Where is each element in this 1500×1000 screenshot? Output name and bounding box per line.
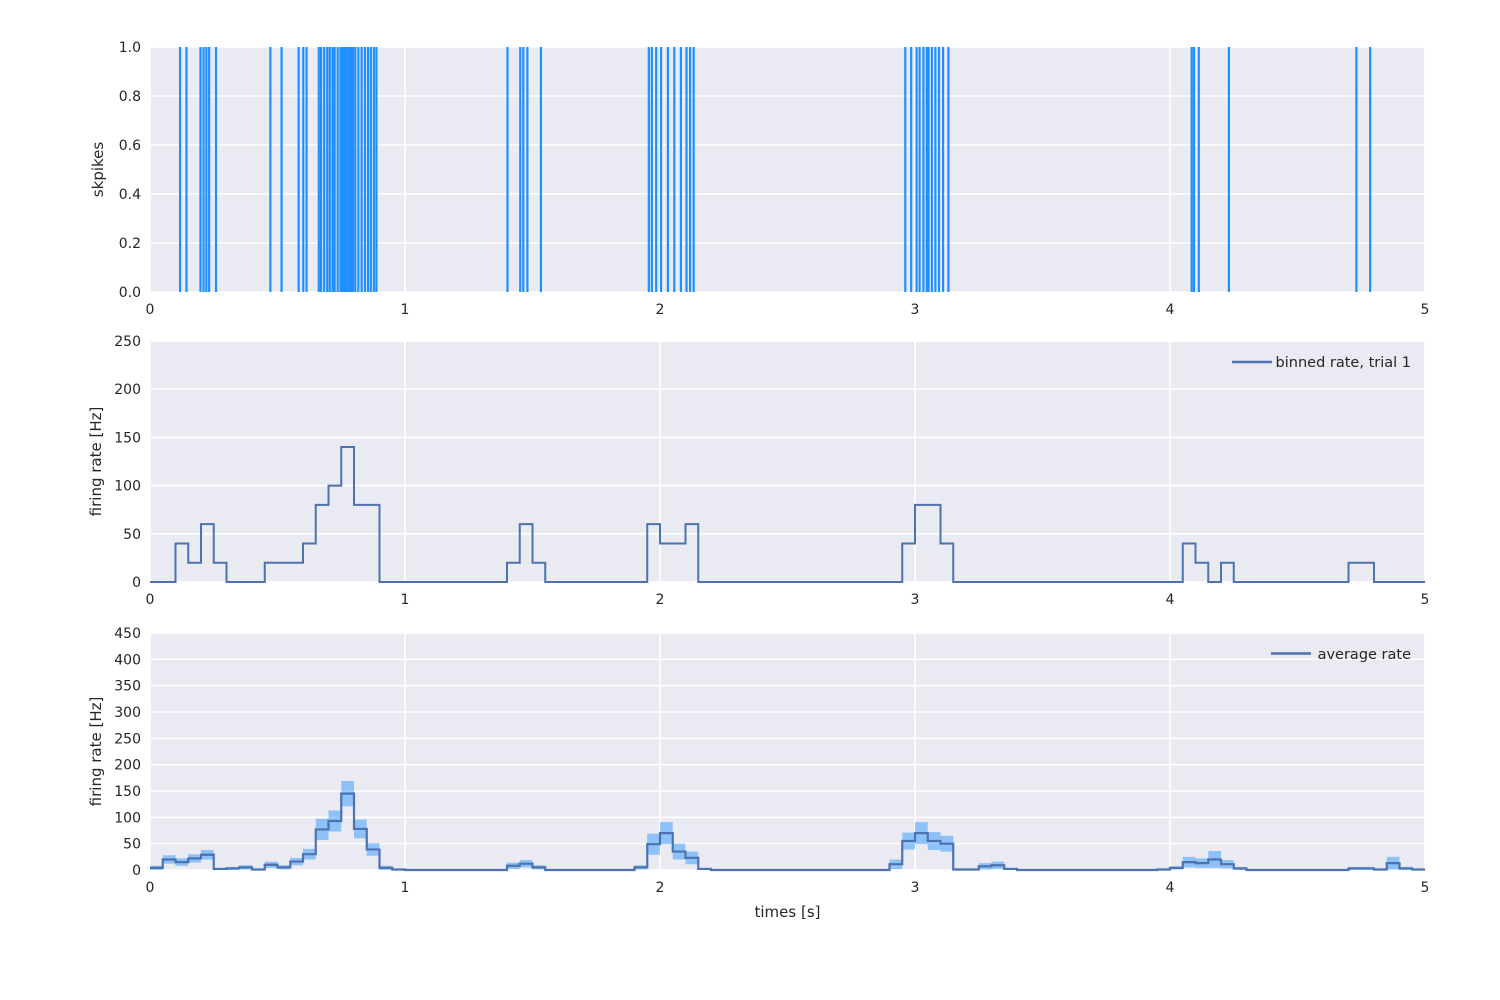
x-tick-label: 2 bbox=[656, 592, 665, 608]
y-tick-label: 100 bbox=[114, 810, 141, 826]
plot-area bbox=[150, 633, 1425, 870]
y-tick-label: 0 bbox=[132, 863, 141, 879]
x-axis-label: times [s] bbox=[755, 903, 821, 921]
x-tick-label: 3 bbox=[911, 302, 920, 318]
y-tick-label: 0.6 bbox=[119, 138, 141, 154]
x-tick-label: 1 bbox=[401, 302, 410, 318]
x-tick-label: 4 bbox=[1166, 302, 1175, 318]
legend-label: average rate bbox=[1318, 647, 1412, 663]
legend: average rate bbox=[1271, 647, 1411, 663]
legend: binned rate, trial 1 bbox=[1232, 355, 1411, 371]
y-tick-label: 300 bbox=[114, 705, 141, 721]
y-tick-label: 50 bbox=[123, 837, 141, 853]
x-tick-label: 0 bbox=[146, 592, 155, 608]
x-tick-label: 5 bbox=[1421, 302, 1430, 318]
legend-label: binned rate, trial 1 bbox=[1276, 355, 1411, 371]
x-tick-label: 0 bbox=[146, 302, 155, 318]
plot-area bbox=[150, 341, 1425, 582]
y-tick-label: 100 bbox=[114, 479, 141, 495]
x-tick-label: 5 bbox=[1421, 880, 1430, 896]
y-tick-label: 0.0 bbox=[119, 285, 141, 301]
x-tick-label: 3 bbox=[911, 592, 920, 608]
x-tick-label: 3 bbox=[911, 880, 920, 896]
y-tick-label: 0 bbox=[132, 575, 141, 591]
subplot-2: 0 1 2 3 4 5050100150200250300350400450firing … bbox=[87, 626, 1429, 921]
y-tick-label: 0.8 bbox=[119, 89, 141, 105]
y-tick-label: 150 bbox=[114, 784, 141, 800]
y-tick-label: 250 bbox=[114, 731, 141, 747]
x-tick-label: 4 bbox=[1166, 880, 1175, 896]
y-tick-label: 150 bbox=[114, 430, 141, 446]
y-axis-label: firing rate [Hz] bbox=[87, 697, 105, 807]
x-tick-label: 0 bbox=[146, 880, 155, 896]
subplot-0: 0 1 2 3 4 5 0.0 0.2 0.4 0.6 0.8 1.0 skpikes bbox=[89, 40, 1429, 318]
y-tick-label: 350 bbox=[114, 679, 141, 695]
x-tick-label: 4 bbox=[1166, 592, 1175, 608]
y-tick-label: 250 bbox=[114, 334, 141, 350]
x-tick-label: 2 bbox=[656, 302, 665, 318]
average-rate-line bbox=[150, 792, 1425, 872]
y-tick-label: 200 bbox=[114, 382, 141, 398]
binned-rate-line bbox=[150, 446, 1425, 583]
y-tick-label: 200 bbox=[114, 758, 141, 774]
y-tick-label: 450 bbox=[114, 626, 141, 642]
y-tick-label: 400 bbox=[114, 652, 141, 668]
x-tick-label: 5 bbox=[1421, 592, 1430, 608]
y-tick-label: 0.4 bbox=[119, 187, 141, 203]
y-tick-label: 0.2 bbox=[119, 236, 141, 252]
y-tick-label: 50 bbox=[123, 527, 141, 543]
x-tick-label: 2 bbox=[656, 880, 665, 896]
spike-train bbox=[178, 47, 1372, 292]
y-axis-label: skpikes bbox=[89, 142, 107, 198]
x-tick-label: 1 bbox=[401, 592, 410, 608]
y-tick-label: 1.0 bbox=[119, 40, 141, 56]
x-tick-label: 1 bbox=[401, 880, 410, 896]
y-axis-label: firing rate [Hz] bbox=[87, 407, 105, 517]
